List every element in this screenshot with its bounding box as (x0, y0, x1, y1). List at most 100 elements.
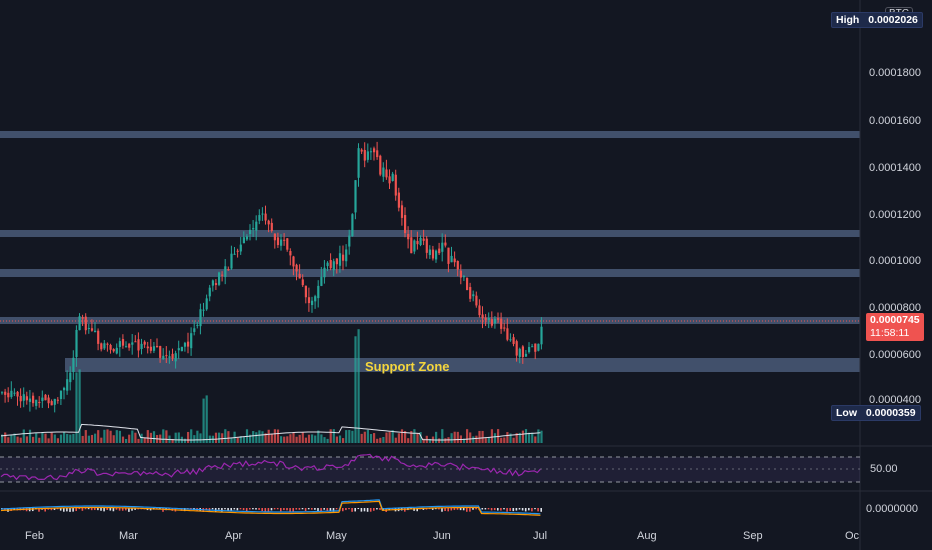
candle-body (137, 339, 140, 351)
candle-body (475, 295, 478, 306)
volume-bar (202, 398, 205, 443)
volume-bar (261, 431, 264, 443)
candle-body (156, 345, 159, 348)
macd-axis-tick: 0.0000000 (866, 503, 918, 515)
candle-body (270, 222, 273, 231)
volume-bar (22, 429, 25, 443)
macd-histogram-bar (69, 508, 71, 512)
candle-body (22, 394, 25, 401)
candle-body (447, 247, 450, 264)
candle-body (56, 399, 59, 401)
candle-body (534, 343, 537, 352)
candle-body (233, 253, 236, 255)
macd-histogram-bar (490, 508, 493, 511)
price-tick-8: 0.0000400 (869, 394, 921, 406)
macd-histogram-bar (537, 508, 539, 512)
volume-bar (456, 431, 459, 443)
macd-histogram-bar (180, 508, 183, 511)
macd-histogram-bar (472, 508, 474, 510)
candle-body (193, 328, 196, 332)
macd-histogram-bar (388, 508, 391, 511)
volume-bar (78, 369, 81, 443)
volume-bar (276, 429, 280, 443)
candle-body (146, 346, 149, 349)
macd-histogram-bar (503, 508, 505, 510)
candle-body (50, 401, 53, 406)
candle-body (239, 244, 242, 252)
time-tick-may: May (326, 530, 347, 542)
macd-histogram-bar (103, 508, 105, 512)
candle-body (100, 343, 103, 350)
candle-body (478, 305, 481, 316)
candle-body (97, 330, 100, 344)
high-marker: High 0.0002026 (831, 12, 923, 28)
macd-histogram-bar (90, 508, 93, 511)
price-tick-4: 0.0001200 (869, 209, 921, 221)
volume-bar (103, 429, 106, 443)
macd-histogram-bar (109, 508, 112, 511)
candle-body (255, 221, 258, 231)
volume-bar (422, 438, 425, 443)
volume-bar (407, 438, 410, 443)
volume-bar (28, 429, 32, 443)
candle-body (4, 391, 7, 395)
candle-body (342, 254, 345, 261)
volume-bar (221, 433, 224, 443)
candle-body (1, 392, 4, 394)
volume-bar (286, 436, 289, 443)
volume-bar (239, 436, 242, 443)
candle-body (301, 279, 304, 286)
candle-body (168, 356, 171, 358)
candle-body (394, 174, 397, 196)
volume-bar (382, 436, 385, 443)
macd-histogram-bar (357, 508, 360, 510)
candle-body (400, 205, 404, 218)
candle-body (506, 328, 509, 340)
high-value: 0.0002026 (868, 14, 918, 26)
macd-histogram-bar (332, 508, 335, 512)
macd-histogram-bar (512, 508, 515, 512)
macd-histogram-bar (227, 508, 229, 511)
volume-bar (112, 435, 115, 443)
macd-histogram-bar (335, 508, 338, 510)
volume-bar (140, 433, 143, 443)
candle-body (218, 272, 221, 285)
candle-body (320, 276, 323, 286)
macd-histogram-bar (252, 508, 254, 510)
macd-histogram-bar (276, 508, 279, 510)
macd-histogram-bar (78, 508, 81, 510)
candle-body (190, 333, 193, 349)
volume-bar (521, 430, 524, 443)
price-tick-3: 0.0001400 (869, 162, 921, 174)
volume-bar (87, 435, 90, 443)
macd-histogram-bar (218, 508, 220, 510)
candle-body (121, 339, 125, 346)
volume-bar (143, 437, 146, 443)
candle-body (131, 342, 134, 345)
macd-histogram-bar (509, 508, 511, 511)
rsi-line (0, 453, 541, 481)
macd-histogram-bar (369, 508, 372, 512)
macd-histogram-bar (469, 508, 471, 512)
volume-bar (13, 433, 16, 443)
candle-body (196, 324, 199, 326)
volume-bar (295, 436, 298, 443)
candle-body (165, 355, 168, 357)
support-zone-label[interactable]: Support Zone (365, 359, 450, 374)
macd-histogram-bar (379, 508, 381, 510)
macd-histogram-bar (453, 508, 456, 511)
volume-bar (19, 437, 22, 443)
macd-histogram-bar (500, 508, 502, 511)
candle-body (493, 318, 497, 324)
resistance-zone-1 (0, 131, 860, 138)
macd-histogram-bar (450, 508, 453, 511)
candle-body (32, 395, 35, 404)
candle-body (183, 342, 187, 347)
volume-bar (162, 429, 165, 443)
candle-body (63, 387, 66, 391)
macd-histogram-bar (456, 508, 459, 510)
macd-histogram-bar (224, 508, 226, 510)
macd-histogram-bar (242, 508, 245, 511)
volume-bar (357, 329, 360, 443)
